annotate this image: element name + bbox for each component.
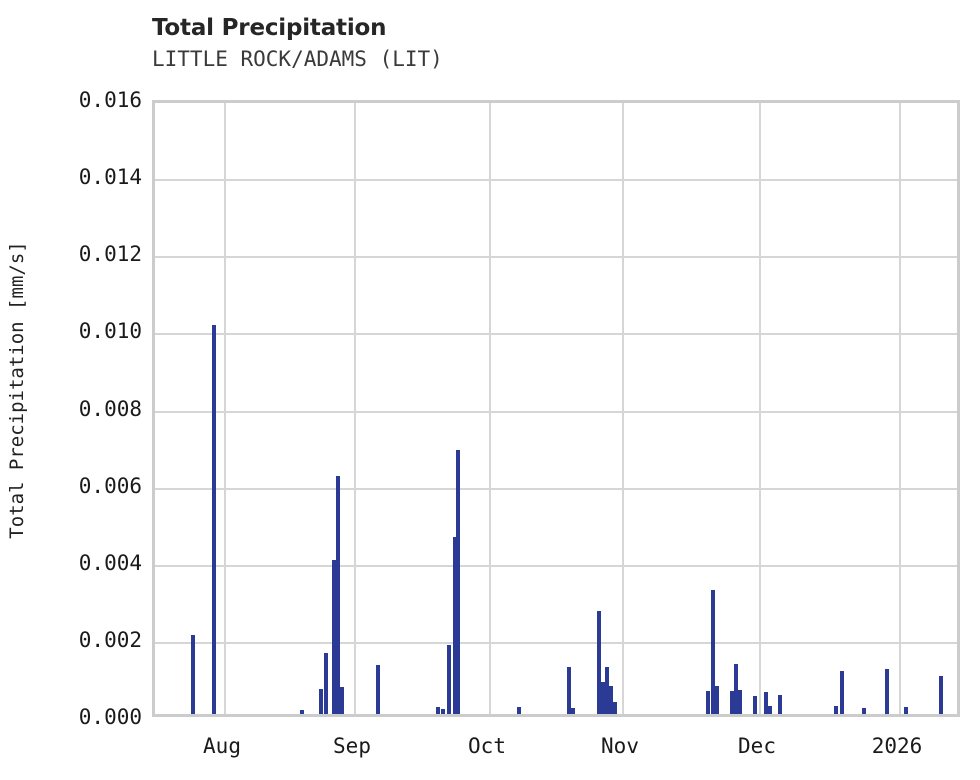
bar xyxy=(447,645,451,714)
bar xyxy=(605,666,609,714)
x-axis-tick-label: Nov xyxy=(601,734,639,758)
y-axis-tick-labels: 0.000 0.002 0.004 0.006 0.008 0.010 0.012 0.014… xyxy=(0,88,142,729)
bar xyxy=(778,694,782,714)
bar xyxy=(904,707,908,714)
y-axis-tick-label: 0.002 xyxy=(78,627,142,652)
bar xyxy=(567,666,571,714)
page-title: Total Precipitation xyxy=(152,15,387,41)
bar xyxy=(601,682,605,714)
bar xyxy=(456,449,460,714)
bar xyxy=(191,634,195,714)
bar xyxy=(336,475,340,714)
bar xyxy=(885,668,889,714)
gridline-horizontal xyxy=(155,410,957,413)
bar xyxy=(764,691,768,714)
bar xyxy=(376,664,380,714)
bar xyxy=(730,690,734,714)
bar xyxy=(332,559,336,714)
y-axis-tick-label: 0.000 xyxy=(78,705,142,729)
x-axis-tick-label: Sep xyxy=(333,734,371,758)
chart-subtitle: LITTLE ROCK/ADAMS (LIT) xyxy=(152,47,443,71)
title-block: Total Precipitation LITTLE ROCK/ADAMS (L… xyxy=(152,14,852,73)
bar xyxy=(939,676,943,714)
y-axis-tick-label: 0.012 xyxy=(78,242,142,267)
bar xyxy=(571,708,575,714)
gridline-horizontal xyxy=(155,564,957,567)
bar xyxy=(340,687,344,714)
bar xyxy=(768,705,772,714)
bar xyxy=(324,653,328,714)
bar xyxy=(738,690,742,714)
x-axis-tick-label: Aug xyxy=(203,734,241,758)
bar xyxy=(734,663,738,714)
y-axis-tick-label: 0.010 xyxy=(78,319,142,344)
bar xyxy=(319,688,323,714)
bar xyxy=(453,536,457,714)
bar xyxy=(300,710,304,714)
bar xyxy=(711,589,715,714)
plot-inner xyxy=(155,103,957,714)
y-axis-tick-label: 0.016 xyxy=(78,88,142,112)
gridline-horizontal xyxy=(155,487,957,490)
gridline-vertical xyxy=(622,103,624,714)
bar xyxy=(613,702,617,714)
x-axis-tick-label: 2026 xyxy=(871,734,923,758)
gridline-vertical xyxy=(489,103,491,714)
gridline-horizontal xyxy=(155,333,957,336)
gridline-vertical xyxy=(354,103,356,714)
gridline-vertical xyxy=(224,103,226,714)
y-axis-tick-label: 0.008 xyxy=(78,396,142,421)
gridline-horizontal xyxy=(155,256,957,259)
x-axis-tick-label: Oct xyxy=(468,734,506,758)
gridline-horizontal xyxy=(155,179,957,182)
bar xyxy=(441,709,445,714)
bar xyxy=(436,707,440,714)
x-axis-tick-label: Dec xyxy=(738,734,776,758)
bar xyxy=(597,610,601,714)
x-axis-tick-labels: Aug Sep Oct Nov Dec 2026 xyxy=(0,733,980,763)
bar xyxy=(753,695,757,714)
y-axis-tick-label: 0.006 xyxy=(78,473,142,498)
plot-area xyxy=(152,100,960,717)
bar xyxy=(715,686,719,714)
bar xyxy=(862,708,866,714)
gridline-vertical xyxy=(899,103,901,714)
bar xyxy=(840,670,844,714)
bar xyxy=(609,686,613,714)
bar xyxy=(834,705,838,714)
y-axis-tick-label: 0.004 xyxy=(78,550,142,575)
gridline-vertical xyxy=(759,103,761,714)
bar xyxy=(517,707,521,714)
bar xyxy=(706,690,710,714)
y-axis-tick-label: 0.014 xyxy=(78,165,142,190)
gridline-horizontal xyxy=(155,641,957,644)
bar xyxy=(212,324,216,714)
